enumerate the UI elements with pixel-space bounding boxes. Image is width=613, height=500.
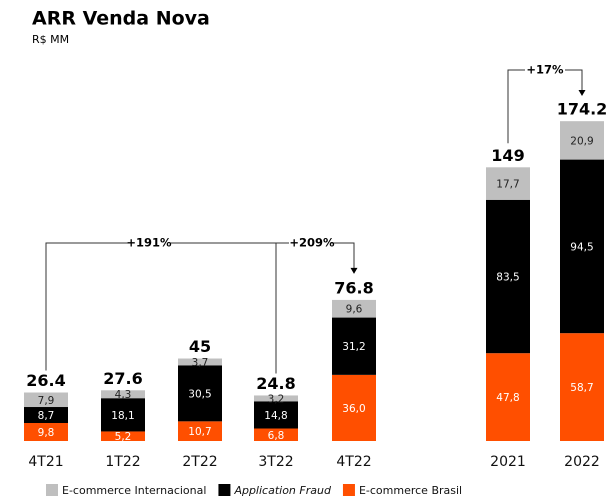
arrow-head bbox=[350, 267, 358, 274]
segment-label: 31,2 bbox=[342, 341, 365, 353]
bar-segment bbox=[486, 167, 530, 200]
bar-segment bbox=[332, 317, 376, 375]
segment-label: 8,7 bbox=[38, 410, 55, 422]
bar-segment bbox=[24, 392, 68, 408]
legend-swatch bbox=[218, 484, 231, 496]
total-label: 76.8 bbox=[334, 278, 373, 297]
segment-label: 94,5 bbox=[570, 241, 593, 253]
total-label: 27.6 bbox=[103, 369, 142, 388]
ann-bg bbox=[289, 235, 331, 251]
chart-title: ARR Venda Nova bbox=[32, 8, 210, 30]
total-label: 24.8 bbox=[256, 374, 295, 393]
ann-bg bbox=[128, 235, 170, 251]
segment-label: 36,0 bbox=[342, 403, 365, 415]
bar-segment bbox=[254, 401, 298, 429]
bar-segment bbox=[486, 353, 530, 441]
arrow-head bbox=[578, 90, 586, 96]
segment-label: 3,2 bbox=[268, 393, 285, 405]
bar-segment bbox=[178, 421, 222, 441]
legend-label: E-commerce Brasil bbox=[359, 484, 462, 497]
x-tick-label: 1T22 bbox=[105, 454, 140, 470]
segment-label: 20,9 bbox=[570, 135, 593, 147]
legend-label: E-commerce Internacional bbox=[62, 484, 206, 497]
ann-bg bbox=[525, 62, 565, 78]
bar-segment bbox=[560, 159, 604, 334]
annotation: +17% bbox=[526, 63, 564, 77]
legend-label: Application Fraud bbox=[233, 484, 332, 497]
segment-label: 18,1 bbox=[111, 410, 134, 422]
bar-segment bbox=[24, 422, 68, 441]
annotation: +209% bbox=[289, 236, 335, 250]
bar-segment bbox=[178, 365, 222, 422]
segment-label: 58,7 bbox=[570, 382, 593, 394]
bar-segment bbox=[332, 299, 376, 318]
segment-label: 83,5 bbox=[496, 271, 519, 283]
bar-segment bbox=[254, 428, 298, 441]
x-tick-label: 2021 bbox=[490, 454, 526, 470]
bracket bbox=[45, 242, 277, 374]
segment-label: 17,7 bbox=[496, 179, 519, 191]
segment-label: 10,7 bbox=[188, 426, 211, 438]
x-tick-label: 4T21 bbox=[28, 454, 63, 470]
bar-segment bbox=[101, 398, 145, 432]
bar-segment bbox=[254, 395, 298, 402]
segment-label: 47,8 bbox=[496, 392, 519, 404]
total-label: 45 bbox=[189, 337, 211, 356]
total-label: 149 bbox=[491, 146, 524, 165]
bar-segment bbox=[178, 358, 222, 366]
segment-label: 9,8 bbox=[38, 427, 55, 439]
bar-segment bbox=[24, 407, 68, 423]
segment-label: 30,5 bbox=[188, 388, 211, 400]
segment-label: 4,3 bbox=[115, 389, 132, 401]
bar-segment bbox=[560, 121, 604, 160]
bar-segment bbox=[101, 390, 145, 399]
legend-swatch bbox=[46, 484, 58, 496]
segment-label: 5,2 bbox=[115, 431, 132, 443]
bar-segment bbox=[332, 374, 376, 441]
segment-label: 7,9 bbox=[38, 395, 55, 407]
segment-label: 14,8 bbox=[264, 410, 287, 422]
x-tick-label: 2022 bbox=[564, 454, 600, 470]
chart-subtitle: R$ MM bbox=[32, 33, 69, 46]
x-tick-label: 3T22 bbox=[258, 454, 293, 470]
bar-segment bbox=[101, 431, 145, 441]
bar-segment bbox=[560, 333, 604, 441]
total-label: 26.4 bbox=[26, 371, 65, 390]
x-tick-label: 4T22 bbox=[336, 454, 371, 470]
bar-segment bbox=[486, 199, 530, 354]
segment-label: 9,6 bbox=[346, 304, 363, 316]
segment-label: 6,8 bbox=[268, 430, 285, 442]
annotation: +191% bbox=[126, 236, 172, 250]
total-label: 174.2 bbox=[557, 100, 608, 119]
legend-swatch bbox=[342, 484, 355, 496]
segment-label: 3,7 bbox=[192, 357, 209, 369]
x-tick-label: 2T22 bbox=[182, 454, 217, 470]
